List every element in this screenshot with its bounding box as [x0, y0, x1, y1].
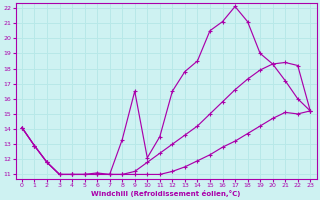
X-axis label: Windchill (Refroidissement éolien,°C): Windchill (Refroidissement éolien,°C)	[92, 190, 241, 197]
